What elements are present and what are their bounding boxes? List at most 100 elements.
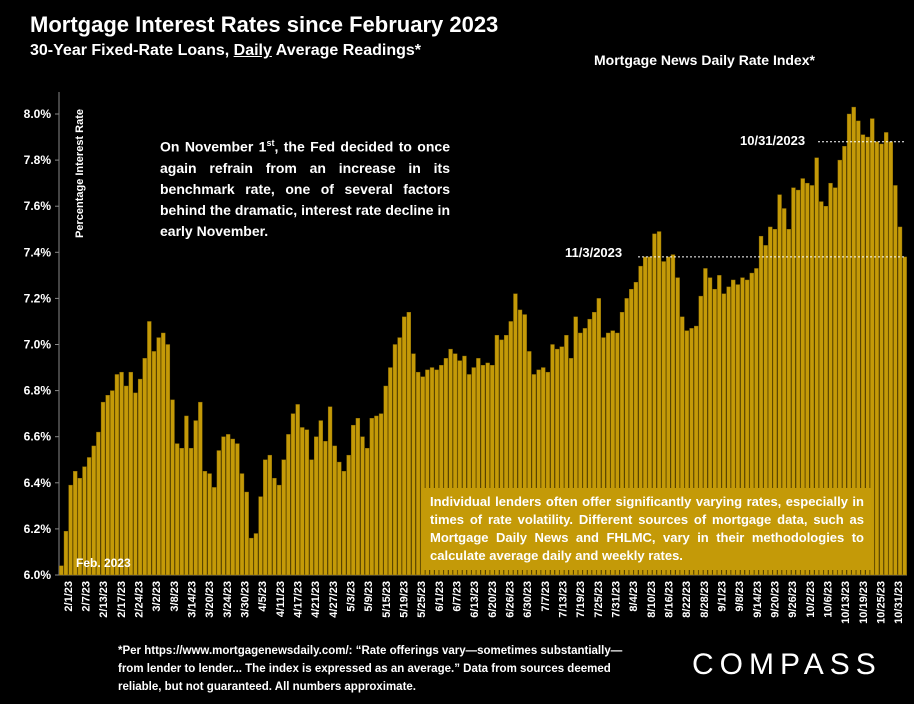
- x-tick-label: 9/14/23: [752, 581, 764, 618]
- bar: [351, 424, 356, 576]
- x-tick-label: 3/24/23: [222, 581, 234, 618]
- bar: [179, 448, 184, 576]
- bar: [726, 286, 731, 576]
- x-tick-label: 5/19/23: [399, 581, 411, 618]
- bar: [434, 369, 439, 576]
- x-tick-label: 10/25/23: [876, 581, 888, 624]
- x-tick-label: 2/7/23: [81, 581, 93, 612]
- bar: [564, 335, 569, 576]
- y-tick-label: 8.0%: [24, 107, 52, 121]
- x-tick-label: 2/13/23: [98, 581, 110, 618]
- x-tick-label: 6/30/23: [522, 581, 534, 618]
- bar: [550, 344, 555, 576]
- bar: [462, 355, 467, 576]
- bar: [281, 459, 286, 576]
- x-tick-label: 3/30/23: [240, 581, 252, 618]
- reference-lines: [638, 141, 904, 258]
- bar: [694, 325, 699, 576]
- bar: [230, 438, 235, 576]
- y-tick-label: 6.6%: [24, 430, 52, 444]
- bar: [874, 141, 880, 576]
- y-tick-label: 6.0%: [24, 568, 52, 582]
- bar: [675, 277, 680, 576]
- bar: [592, 312, 597, 576]
- bar: [402, 316, 407, 576]
- bar: [476, 358, 481, 576]
- bar: [314, 436, 319, 576]
- bar: [684, 330, 690, 576]
- bar: [300, 427, 305, 576]
- bar: [504, 335, 509, 576]
- bar: [731, 279, 736, 576]
- bar: [897, 226, 903, 576]
- subtitle-post: Average Readings*: [271, 42, 421, 59]
- bar: [795, 189, 801, 576]
- bar: [415, 371, 421, 576]
- x-tick-label: 4/21/23: [310, 581, 322, 618]
- bar: [870, 118, 875, 576]
- x-tick-label: 8/28/23: [699, 581, 711, 618]
- bar: [184, 415, 189, 576]
- bar: [823, 205, 829, 576]
- bar: [744, 279, 750, 576]
- bar: [388, 367, 393, 576]
- bar: [212, 487, 217, 576]
- x-tick-label: 9/1/23: [717, 581, 729, 612]
- bar: [842, 146, 847, 576]
- bar: [893, 185, 898, 576]
- bar: [124, 385, 129, 576]
- bar: [856, 120, 861, 576]
- bar: [680, 316, 685, 576]
- bar: [323, 441, 328, 576]
- bar: [365, 448, 370, 576]
- bar: [578, 332, 583, 576]
- annotation-text-pre: On November 1: [160, 138, 267, 155]
- y-tick-label: 7.6%: [24, 199, 52, 213]
- bar: [615, 332, 620, 576]
- bar: [689, 328, 694, 576]
- bar: [800, 178, 805, 576]
- bar: [522, 314, 527, 576]
- x-tick-label: 10/6/23: [823, 581, 835, 618]
- bar: [286, 434, 291, 576]
- bar: [707, 277, 713, 576]
- x-tick-label: 5/25/23: [416, 581, 428, 618]
- bar: [541, 367, 546, 576]
- bar: [610, 330, 615, 576]
- x-tick-label: 3/8/23: [169, 581, 181, 612]
- x-axis-ticks: 2/1/23 2/7/23 2/13/23 2/17/23 2/24/23 3/2/23 3…: [63, 581, 905, 624]
- bar: [735, 284, 741, 576]
- bar-series: [59, 106, 907, 576]
- bar: [425, 369, 430, 576]
- bar: [629, 288, 634, 576]
- chart-subtitle: 30-Year Fixed-Rate Loans, Daily Average …: [30, 42, 421, 60]
- bar: [59, 565, 64, 576]
- bar: [768, 226, 773, 576]
- bar: [485, 362, 490, 576]
- bar: [165, 344, 171, 576]
- bar: [249, 537, 254, 576]
- bar: [457, 360, 462, 576]
- bar: [142, 358, 147, 576]
- x-tick-label: 8/16/23: [664, 581, 676, 618]
- bar: [494, 335, 500, 576]
- bar: [406, 312, 412, 576]
- bar: [369, 418, 374, 576]
- y-tick-label: 7.0%: [24, 338, 52, 352]
- bar: [151, 351, 157, 576]
- x-tick-label: 8/4/23: [628, 581, 640, 612]
- bar: [466, 374, 472, 576]
- bar: [670, 254, 676, 576]
- bar: [833, 187, 838, 576]
- fed-annotation: On November 1st, the Fed decided to once…: [160, 133, 450, 242]
- x-tick-label: 6/20/23: [487, 581, 499, 618]
- bar: [73, 471, 78, 576]
- chart-title: Mortgage Interest Rates since February 2…: [30, 12, 499, 37]
- bar: [337, 461, 342, 576]
- source-label: Mortgage News Daily Rate Index*: [594, 52, 815, 68]
- bar: [276, 484, 282, 576]
- bar: [517, 309, 523, 576]
- bar: [721, 293, 727, 576]
- bar: [536, 369, 541, 576]
- x-tick-label: 2/1/23: [63, 581, 75, 612]
